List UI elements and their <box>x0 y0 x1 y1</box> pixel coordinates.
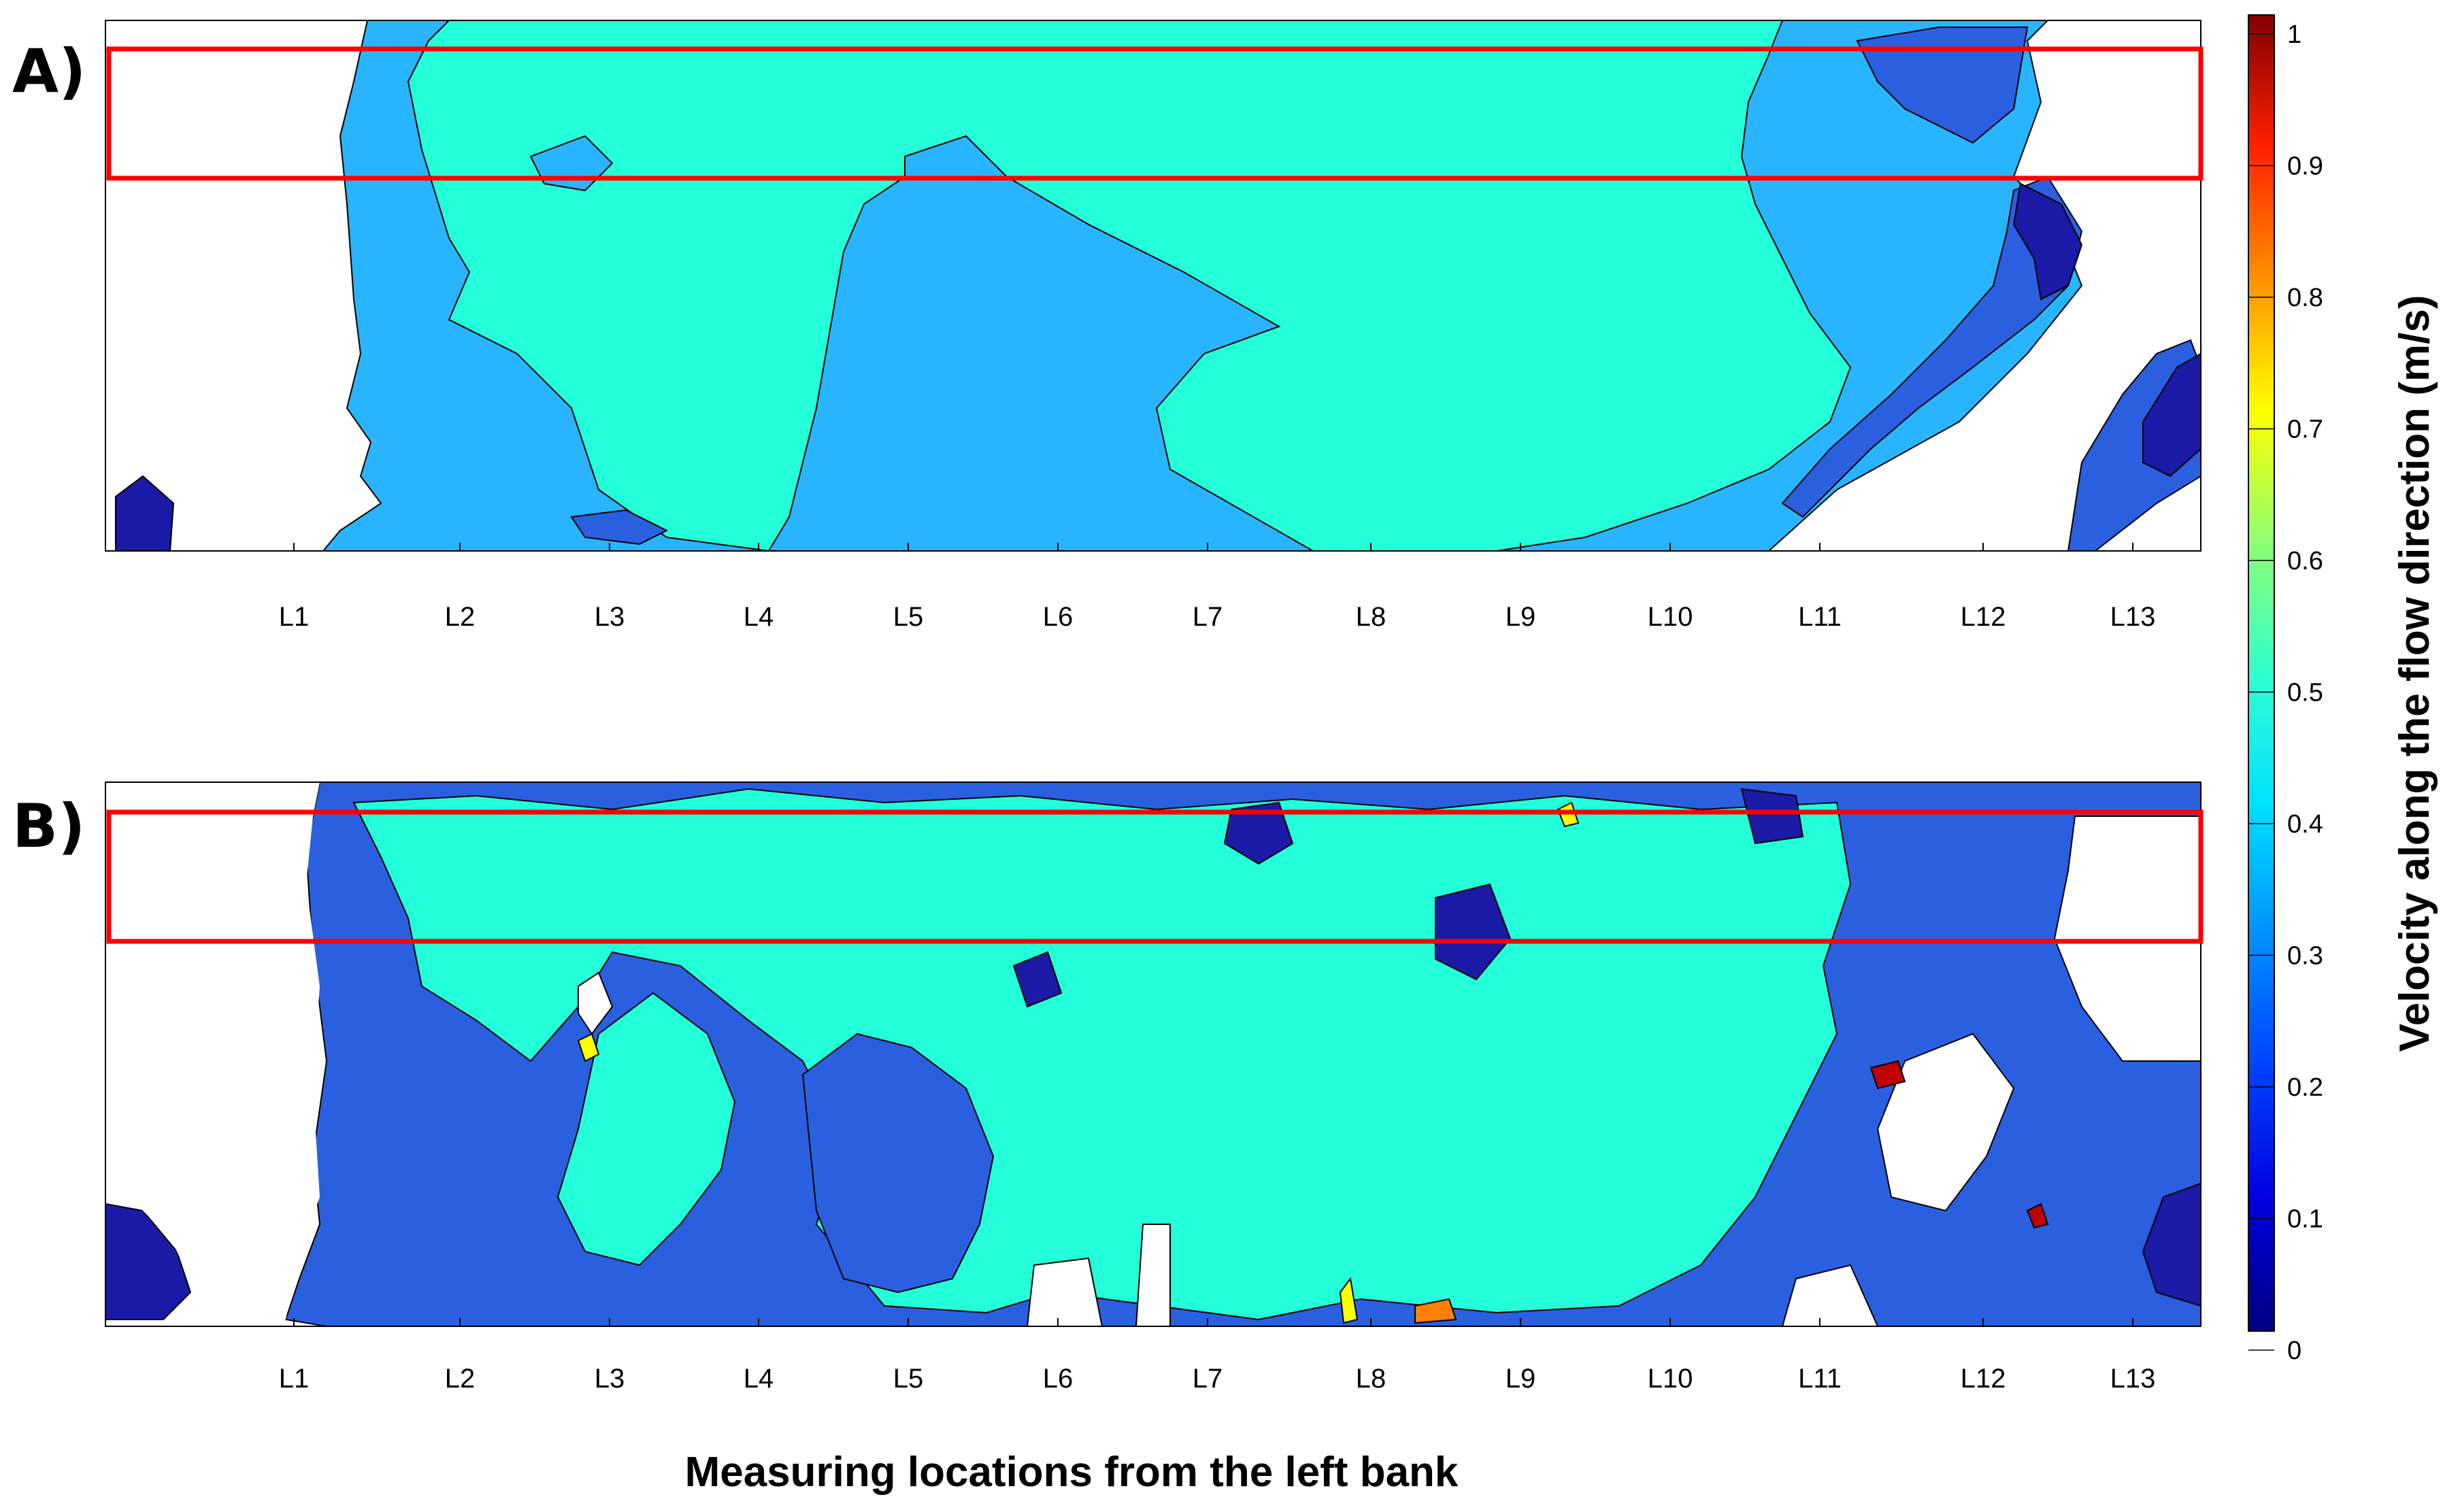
panel-b-speck <box>2026 1203 2049 1229</box>
x-tick-label: L5 <box>893 1364 924 1394</box>
panel-a: A) L1 L2 L3 L4 L5 L6 L7 L8 L9 L10 L11 L12 L13 <box>12 20 2204 632</box>
panel-a-contours <box>115 20 2201 551</box>
panel-b-speck <box>1414 1298 1457 1324</box>
x-tick-label: L12 <box>1961 602 2006 632</box>
x-tick-label: L11 <box>1798 1364 1842 1394</box>
panel-b-speck <box>1869 1060 1906 1090</box>
colorbar-ticks: 1 0.9 0.8 0.7 0.6 0.5 0.4 0.3 0.2 0.1 0 <box>2248 20 2323 1365</box>
colorbar-tick-label: 0.1 <box>2287 1205 2323 1234</box>
x-tick-label: L3 <box>595 602 625 632</box>
x-tick-label: L12 <box>1961 1364 2006 1394</box>
colorbar-tick-label: 0.7 <box>2287 416 2323 444</box>
panel-a-top-right-patch <box>1856 27 2029 144</box>
x-tick-label: L4 <box>744 602 774 632</box>
x-tick-label: L11 <box>1798 602 1842 632</box>
x-axis-title: Measuring locations from the left bank <box>685 1449 1459 1496</box>
panel-b-speck <box>1339 1277 1359 1324</box>
panel-b-inner-blue <box>801 1032 995 1294</box>
colorbar-tick-label: 0.6 <box>2287 547 2323 575</box>
panel-a-corner-dark <box>2142 352 2201 477</box>
x-tick-label: L7 <box>1193 602 1223 632</box>
colorbar-title: Velocity along the flow direction (m/s) <box>2391 295 2438 1052</box>
colorbar-tick-label: 0 <box>2287 1337 2301 1365</box>
panel-b-gap <box>1026 1257 1103 1326</box>
x-tick-label: L10 <box>1648 1364 1693 1394</box>
panel-b-gap <box>578 971 614 1035</box>
x-tick-label: L6 <box>1043 1364 1074 1394</box>
panel-a-right-bank-dark <box>2012 182 2083 301</box>
x-tick-label: L6 <box>1043 602 1074 632</box>
x-tick-label: L5 <box>893 602 924 632</box>
x-tick-label: L1 <box>279 602 310 632</box>
x-tick-label: L13 <box>2110 602 2156 632</box>
panel-a-bottom-patch <box>570 509 669 545</box>
x-tick-label: L10 <box>1648 602 1693 632</box>
panel-b-contours <box>105 782 2201 1326</box>
panel-a-x-axis: L1 L2 L3 L4 L5 L6 L7 L8 L9 L10 L11 L12 L13 <box>279 543 2156 632</box>
colorbar-tick-label: 0.5 <box>2287 679 2323 707</box>
panel-b-highlight-box <box>106 809 2204 944</box>
colorbar-tick-label: 0.9 <box>2287 152 2323 181</box>
panel-b-gap <box>2053 816 2201 1062</box>
panel-b-dark-blob <box>1740 788 1804 845</box>
panel-a-core-region <box>407 20 1852 551</box>
panel-b-dark-blob <box>1435 883 1512 981</box>
x-tick-label: L3 <box>595 1364 625 1394</box>
panel-b-dark-blob <box>1012 951 1063 1008</box>
panel-b-bottom-right-dark <box>2142 1182 2201 1307</box>
colorbar-tick-label: 0.2 <box>2287 1073 2323 1102</box>
x-tick-label: L9 <box>1506 602 1536 632</box>
panel-a-frame <box>105 20 2201 552</box>
colorbar-tick-label: 0.8 <box>2287 284 2323 312</box>
x-tick-label: L7 <box>1193 1364 1223 1394</box>
panel-b-gap <box>1781 1264 1879 1326</box>
x-tick-label: L13 <box>2110 1364 2156 1394</box>
panel-a-highlight-box <box>106 46 2204 181</box>
x-tick-label: L8 <box>1356 1364 1386 1394</box>
panel-a-label: A) <box>12 36 86 106</box>
panel-b-label: B) <box>12 791 85 861</box>
panel-b-left-white <box>105 782 320 1326</box>
colorbar-tick-label: 0.3 <box>2287 942 2323 971</box>
panel-b-speck <box>577 1032 600 1062</box>
colorbar-gradient <box>2248 14 2275 1332</box>
panel-b-left-cyan <box>556 992 736 1266</box>
panel-b-gap <box>1135 1224 1171 1326</box>
colorbar: 1 0.9 0.8 0.7 0.6 0.5 0.4 0.3 0.2 0.1 0 Velocity a… <box>2248 14 2438 1365</box>
x-tick-label: L2 <box>445 602 476 632</box>
x-tick-label: L1 <box>279 1364 310 1394</box>
panel-b-x-axis: L1 L2 L3 L4 L5 L6 L7 L8 L9 L10 L11 L12 L13 <box>279 1318 2156 1394</box>
x-tick-label: L4 <box>744 1364 774 1394</box>
x-tick-label: L9 <box>1506 1364 1536 1394</box>
panel-b: B) <box>12 782 2204 1394</box>
panel-b-frame <box>105 782 2201 1327</box>
panel-a-bottom-left-dark <box>115 475 175 551</box>
panel-b-dark-blob <box>1223 801 1294 865</box>
colorbar-tick-label: 0.4 <box>2287 810 2323 839</box>
panel-b-gap <box>1876 1032 2015 1212</box>
x-tick-label: L8 <box>1356 602 1386 632</box>
colorbar-tick-label: 1 <box>2287 20 2301 49</box>
x-tick-label: L2 <box>445 1364 476 1394</box>
